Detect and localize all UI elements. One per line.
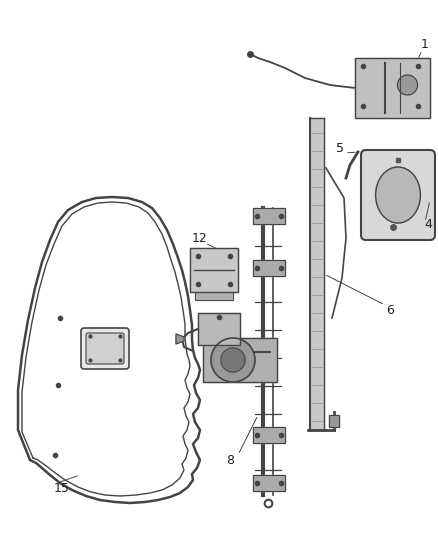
Text: 12: 12 [192,231,208,245]
Bar [195,292,233,300]
Bar [190,248,238,292]
FancyBboxPatch shape [361,150,435,240]
Text: 6: 6 [386,303,394,317]
Circle shape [211,338,255,382]
Bar [253,475,285,491]
Text: 15: 15 [54,481,70,495]
Polygon shape [176,334,184,344]
Bar [198,313,240,345]
Bar [203,338,277,382]
Text: 8: 8 [226,454,234,466]
Bar [355,58,430,118]
Text: 4: 4 [424,219,432,231]
Bar [329,415,339,427]
FancyBboxPatch shape [86,333,124,364]
Bar [310,118,324,430]
Bar [253,475,285,491]
Bar [253,260,285,276]
Bar [203,338,277,382]
FancyBboxPatch shape [81,328,129,369]
Circle shape [398,75,417,95]
Bar [253,208,285,224]
Circle shape [221,348,245,372]
Bar [190,248,238,292]
Ellipse shape [376,167,420,223]
Bar [355,58,430,118]
Bar [329,415,339,427]
Bar [253,260,285,276]
Bar [253,427,285,443]
Bar [253,427,285,443]
Bar [253,208,285,224]
Text: 1: 1 [421,38,429,52]
Text: 10: 10 [205,345,221,359]
Bar [198,313,240,345]
Bar [195,292,233,300]
Text: 5: 5 [336,141,344,155]
